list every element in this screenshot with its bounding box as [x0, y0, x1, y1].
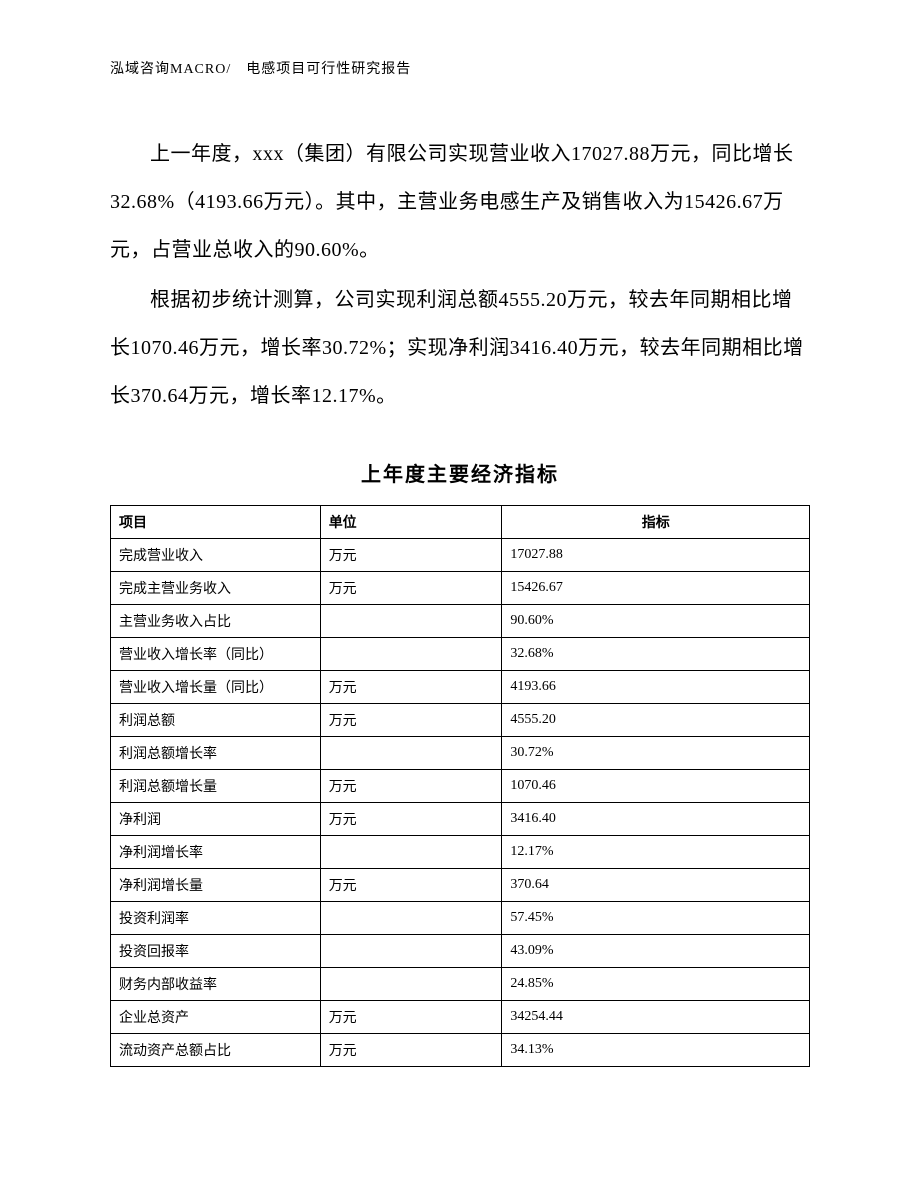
table-cell: 净利润增长量: [111, 869, 321, 902]
table-cell: 370.64: [502, 869, 810, 902]
table-cell: 34254.44: [502, 1001, 810, 1034]
table-cell: 利润总额增长量: [111, 770, 321, 803]
table-row: 投资回报率 43.09%: [111, 935, 810, 968]
table-cell: [320, 737, 502, 770]
table-cell: 32.68%: [502, 638, 810, 671]
table-cell: 3416.40: [502, 803, 810, 836]
table-cell: 1070.46: [502, 770, 810, 803]
col-header-unit: 单位: [320, 506, 502, 539]
table-row: 完成主营业务收入万元15426.67: [111, 572, 810, 605]
table-cell: 15426.67: [502, 572, 810, 605]
table-row: 利润总额增长量万元1070.46: [111, 770, 810, 803]
table-row: 财务内部收益率 24.85%: [111, 968, 810, 1001]
table-cell: 万元: [320, 803, 502, 836]
table-cell: 17027.88: [502, 539, 810, 572]
table-cell: 财务内部收益率: [111, 968, 321, 1001]
table-row: 主营业务收入占比 90.60%: [111, 605, 810, 638]
table-cell: 流动资产总额占比: [111, 1034, 321, 1067]
table-cell: 30.72%: [502, 737, 810, 770]
table-cell: 投资回报率: [111, 935, 321, 968]
table-cell: 57.45%: [502, 902, 810, 935]
table-cell: 完成主营业务收入: [111, 572, 321, 605]
table-cell: 万元: [320, 671, 502, 704]
table-row: 投资利润率 57.45%: [111, 902, 810, 935]
table-row: 净利润增长率 12.17%: [111, 836, 810, 869]
table-cell: 净利润: [111, 803, 321, 836]
table-row: 营业收入增长率（同比） 32.68%: [111, 638, 810, 671]
table-cell: 万元: [320, 572, 502, 605]
table-row: 净利润万元3416.40: [111, 803, 810, 836]
economic-indicators-table: 项目 单位 指标 完成营业收入万元17027.88完成主营业务收入万元15426…: [110, 505, 810, 1067]
table-cell: 营业收入增长率（同比）: [111, 638, 321, 671]
table-cell: 净利润增长率: [111, 836, 321, 869]
page-header: 泓域咨询MACRO/ 电感项目可行性研究报告: [110, 58, 411, 78]
table-cell: [320, 638, 502, 671]
table-cell: 万元: [320, 539, 502, 572]
table-cell: 万元: [320, 704, 502, 737]
table-row: 利润总额增长率 30.72%: [111, 737, 810, 770]
table-cell: [320, 605, 502, 638]
table-cell: [320, 836, 502, 869]
table-cell: 43.09%: [502, 935, 810, 968]
table-cell: 万元: [320, 770, 502, 803]
table-cell: 投资利润率: [111, 902, 321, 935]
table-row: 净利润增长量万元370.64: [111, 869, 810, 902]
paragraph-2: 根据初步统计测算，公司实现利润总额4555.20万元，较去年同期相比增长1070…: [110, 276, 810, 420]
table-cell: 利润总额: [111, 704, 321, 737]
table-cell: 万元: [320, 1034, 502, 1067]
table-cell: 4193.66: [502, 671, 810, 704]
table-row: 完成营业收入万元17027.88: [111, 539, 810, 572]
table-cell: 34.13%: [502, 1034, 810, 1067]
table-cell: 利润总额增长率: [111, 737, 321, 770]
table-cell: 企业总资产: [111, 1001, 321, 1034]
col-header-item: 项目: [111, 506, 321, 539]
table-header-row: 项目 单位 指标: [111, 506, 810, 539]
table-cell: [320, 935, 502, 968]
table-title: 上年度主要经济指标: [110, 458, 810, 487]
table-cell: [320, 968, 502, 1001]
table-row: 企业总资产万元34254.44: [111, 1001, 810, 1034]
table-row: 营业收入增长量（同比）万元4193.66: [111, 671, 810, 704]
table-cell: 主营业务收入占比: [111, 605, 321, 638]
table-cell: 12.17%: [502, 836, 810, 869]
table-cell: 万元: [320, 1001, 502, 1034]
content-area: 上一年度，xxx（集团）有限公司实现营业收入17027.88万元，同比增长32.…: [110, 130, 810, 1067]
table-cell: [320, 902, 502, 935]
table-cell: 4555.20: [502, 704, 810, 737]
col-header-metric: 指标: [502, 506, 810, 539]
table-cell: 90.60%: [502, 605, 810, 638]
table-row: 利润总额万元4555.20: [111, 704, 810, 737]
table-cell: 24.85%: [502, 968, 810, 1001]
table-row: 流动资产总额占比万元34.13%: [111, 1034, 810, 1067]
table-cell: 营业收入增长量（同比）: [111, 671, 321, 704]
table-cell: 万元: [320, 869, 502, 902]
paragraph-1: 上一年度，xxx（集团）有限公司实现营业收入17027.88万元，同比增长32.…: [110, 130, 810, 274]
table-cell: 完成营业收入: [111, 539, 321, 572]
